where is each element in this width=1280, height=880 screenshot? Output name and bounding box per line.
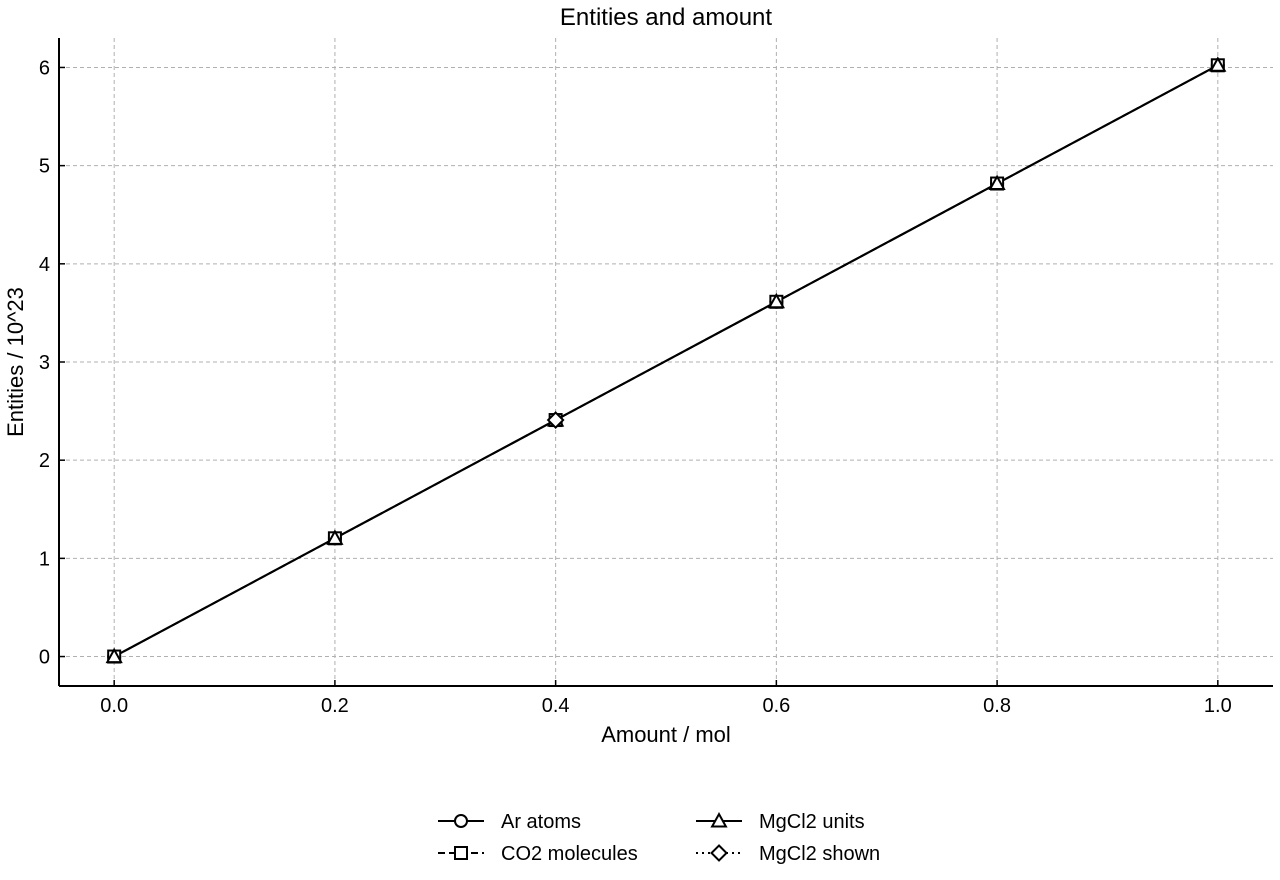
data-point-series-3 [326,529,344,545]
x-tick-label: 0.2 [321,695,349,717]
x-tick-label: 0.6 [762,695,790,717]
data-point-series-3 [767,292,785,309]
data-point-series-4 [546,411,565,429]
y-axis-ticks: 0 1 2 3 4 5 6 [39,57,65,669]
legend: Ar atoms CO2 molecules MgCl2 units MgCl2 sh… [438,811,880,865]
y-tick-label: 0 [39,647,50,669]
legend-marker-triangle [710,812,728,828]
legend-label: MgCl2 units [759,811,865,833]
y-tick-label: 5 [39,156,50,178]
x-tick-label: 0.4 [542,695,570,717]
y-tick-label: 3 [39,352,50,374]
series-lines [113,64,1219,658]
legend-marker-square [454,846,468,860]
data-point-series-3 [105,647,123,664]
legend-item: MgCl2 units [696,811,865,833]
data-point-series-3 [988,174,1006,191]
series-line-3 [113,64,1219,658]
y-tick-label: 4 [39,254,50,276]
x-axis-ticks: 0.0 0.2 0.4 0.6 0.8 1.0 [100,680,1232,717]
legend-item: MgCl2 shown [696,843,880,865]
chart-title: Entities and amount [560,4,772,31]
legend-marker-diamond [710,844,728,862]
y-tick-label: 6 [39,57,50,79]
x-axis-label: Amount / mol [601,722,731,747]
data-point-series-3 [1209,56,1227,72]
y-tick-label: 2 [39,450,50,472]
y-tick-label: 1 [39,548,50,570]
y-axis-label: Entities / 10^23 [3,287,28,437]
x-tick-label: 0.0 [100,695,128,717]
x-tick-label: 1.0 [1204,695,1232,717]
legend-marker-circle [454,814,468,828]
legend-label: MgCl2 shown [759,843,880,865]
series-markers [105,56,1227,664]
grid [59,38,1273,686]
legend-label: CO2 molecules [501,843,638,865]
legend-item: CO2 molecules [438,843,638,865]
legend-item: Ar atoms [438,811,581,833]
x-tick-label: 0.8 [983,695,1011,717]
legend-label: Ar atoms [501,811,581,833]
